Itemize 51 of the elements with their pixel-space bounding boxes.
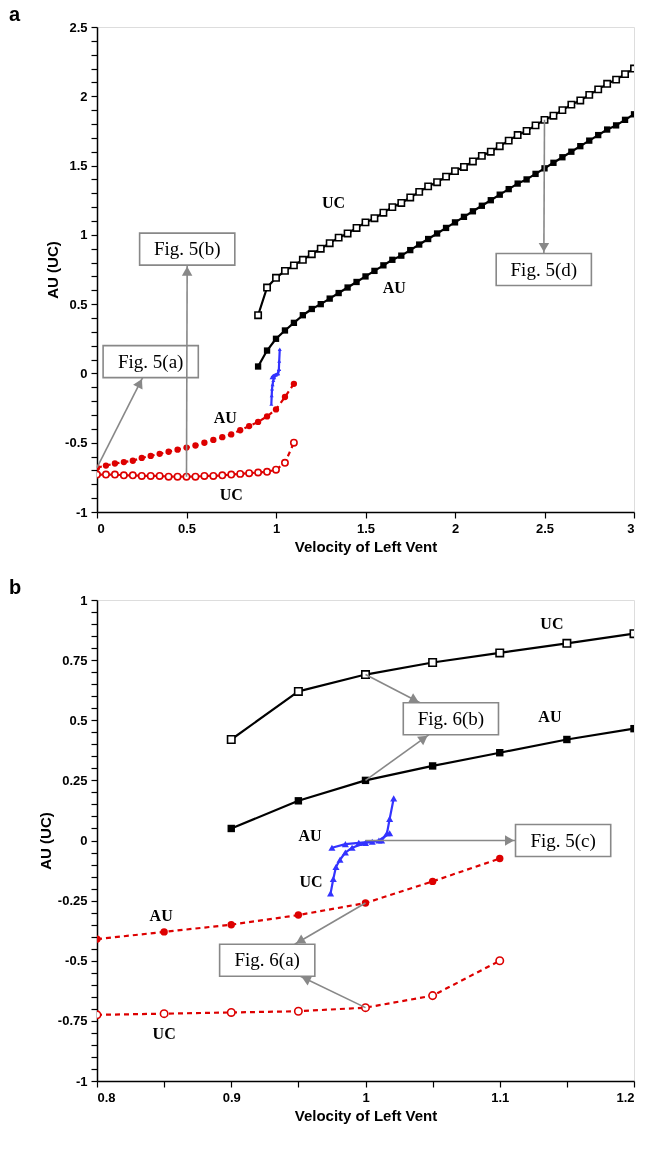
y-tick-label: -1 — [75, 1073, 88, 1089]
series-label: UC — [540, 615, 564, 633]
series-label: AU — [298, 826, 322, 844]
y-tick-label: 0 — [80, 365, 88, 381]
y-tick-label: 1 — [80, 227, 88, 243]
y-tick-label: -0.75 — [57, 1013, 88, 1029]
y-axis-title: AU (UC) — [36, 812, 54, 870]
y-tick-label: -1 — [75, 504, 88, 520]
annotation: Fig. 6(b) — [417, 707, 485, 730]
x-tick-label: 0.5 — [177, 520, 197, 536]
x-tick-label: 1 — [362, 1089, 370, 1105]
x-tick-label: 0.8 — [97, 1089, 116, 1105]
x-axis-title: Velocity of Left Vent — [294, 537, 438, 555]
y-tick-label: 0.5 — [69, 712, 88, 728]
x-tick-label: 1.5 — [356, 520, 376, 536]
annotation: Fig. 5(d) — [510, 258, 578, 281]
series-label: UC — [299, 872, 323, 890]
x-tick-label: 2 — [451, 520, 460, 536]
y-tick-label: 2.5 — [69, 19, 88, 35]
annotation: Fig. 5(c) — [530, 829, 596, 852]
annotation: Fig. 6(a) — [234, 949, 300, 972]
x-tick-label: 0 — [97, 520, 105, 536]
annotation: Fig. 5(a) — [117, 350, 184, 373]
series-label: UC — [322, 194, 346, 212]
y-tick-label: 1 — [80, 592, 88, 608]
x-tick-label: 1.1 — [491, 1089, 510, 1105]
y-tick-label: 0 — [80, 833, 88, 848]
x-tick-label: 2.5 — [535, 520, 555, 536]
y-tick-label: -0.5 — [65, 953, 88, 969]
y-tick-label: 0.75 — [62, 652, 88, 668]
series-label: AU — [213, 409, 238, 427]
x-tick-label: 0.9 — [222, 1089, 241, 1105]
x-axis-title: Velocity of Left Vent — [294, 1106, 438, 1124]
series-label: AU — [149, 906, 174, 924]
y-tick-label: 2 — [80, 88, 88, 104]
x-tick-label: 1.2 — [616, 1089, 635, 1105]
chart-title: a — [9, 3, 21, 25]
x-tick-label: 3 — [627, 520, 635, 536]
y-tick-label: 1.5 — [69, 158, 88, 174]
y-tick-label: -0.25 — [57, 893, 88, 909]
annotation: Fig. 5(b) — [153, 238, 221, 261]
chart-title: b — [9, 576, 22, 598]
y-tick-label: -0.5 — [65, 435, 88, 451]
y-axis-title: AU (UC) — [44, 241, 62, 299]
x-tick-label: 1 — [272, 520, 281, 536]
series-label: AU — [538, 708, 562, 726]
y-tick-label: 0.25 — [62, 772, 88, 788]
series-label: UC — [219, 485, 243, 503]
y-tick-label: 0.5 — [69, 296, 88, 312]
series-label: UC — [152, 1024, 176, 1042]
series-label: AU — [382, 278, 407, 296]
